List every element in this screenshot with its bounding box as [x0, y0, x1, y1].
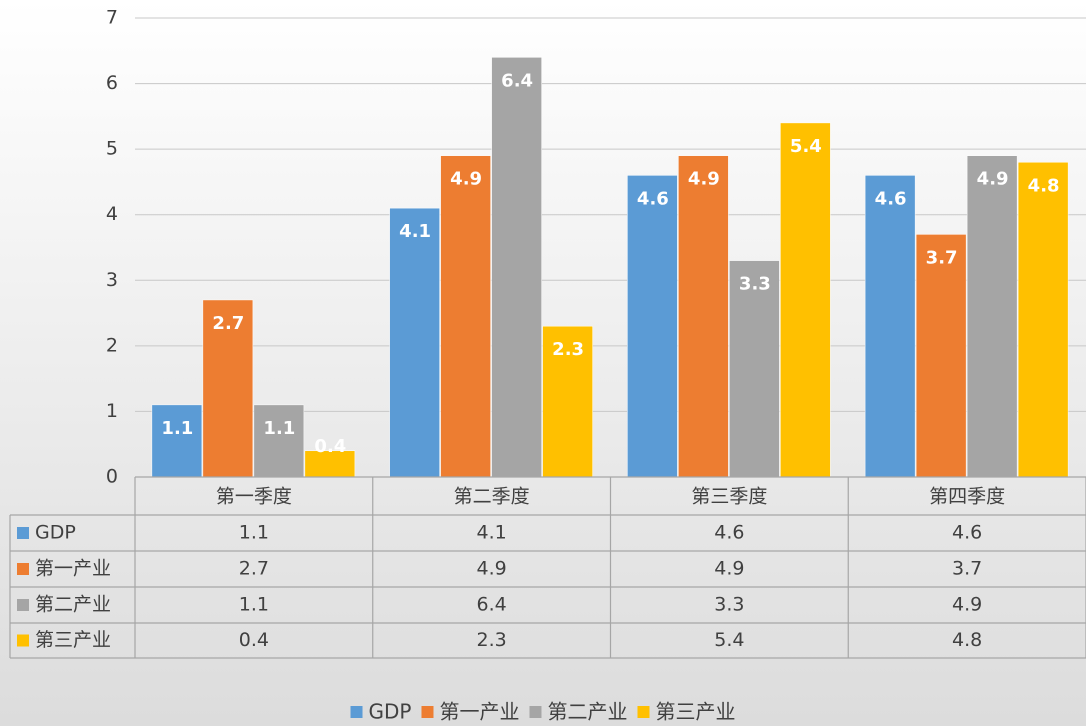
- table-legend-key: [17, 563, 29, 575]
- table-cell: 4.6: [714, 522, 744, 544]
- table-legend-key: [17, 599, 29, 611]
- table-cell: 4.6: [952, 522, 982, 544]
- table-legend-key: [17, 527, 29, 539]
- x-tick-label: 第四季度: [929, 486, 1005, 508]
- bar: [966, 155, 1018, 478]
- legend-label: 第二产业: [547, 700, 627, 724]
- data-label: 4.8: [1028, 175, 1060, 196]
- bar: [780, 122, 831, 478]
- data-label: 4.9: [688, 169, 720, 190]
- bar: [389, 207, 440, 478]
- table-cell: 6.4: [477, 594, 507, 616]
- bar: [915, 234, 967, 478]
- table-cell: 3.7: [952, 558, 982, 580]
- y-tick-label: 1: [106, 400, 118, 422]
- bar: [729, 260, 780, 478]
- y-tick-label: 4: [106, 203, 118, 225]
- y-tick-label: 6: [106, 72, 118, 94]
- table-cell: 4.8: [952, 629, 982, 651]
- table-row-label: GDP: [35, 522, 76, 544]
- table-cell: 1.1: [239, 594, 269, 616]
- table-cell: 4.9: [714, 558, 744, 580]
- bar: [678, 155, 729, 478]
- data-label: 4.6: [637, 188, 669, 209]
- data-label: 4.6: [875, 188, 907, 209]
- legend-label: 第一产业: [439, 700, 519, 724]
- bar: [491, 57, 542, 478]
- y-tick-label: 0: [106, 466, 118, 488]
- bar: [151, 404, 203, 478]
- table-cell: 0.4: [239, 629, 269, 651]
- table-cell: 5.4: [714, 629, 744, 651]
- data-label: 0.4: [314, 436, 346, 457]
- y-tick-label: 5: [106, 138, 118, 160]
- table-cell: 2.7: [239, 558, 269, 580]
- bar: [253, 404, 305, 478]
- x-tick-label: 第三季度: [691, 486, 767, 508]
- table-cell: 2.3: [477, 629, 507, 651]
- legend-key: [637, 706, 650, 718]
- data-label: 5.4: [790, 136, 822, 157]
- legend-key: [350, 706, 363, 718]
- data-label: 4.1: [399, 221, 431, 242]
- bar: [542, 325, 593, 478]
- data-label: 4.9: [977, 169, 1009, 190]
- bar: [1017, 162, 1069, 478]
- table-row-label: 第三产业: [35, 629, 111, 651]
- legend-label: 第三产业: [655, 700, 735, 724]
- legend-label: GDP: [369, 700, 412, 724]
- table-legend-key: [17, 634, 29, 647]
- bar: [440, 155, 491, 478]
- bar: [864, 175, 916, 478]
- bar: [627, 175, 678, 478]
- table-cell: 3.3: [714, 594, 744, 616]
- table-cell: 4.9: [477, 558, 507, 580]
- data-label: 3.7: [926, 247, 958, 268]
- table-cell: 1.1: [239, 522, 269, 544]
- data-label: 4.9: [450, 169, 482, 190]
- bar: [202, 299, 254, 478]
- y-tick-label: 3: [106, 269, 118, 291]
- y-tick-label: 7: [106, 7, 118, 29]
- y-tick-label: 2: [106, 334, 118, 356]
- table-cell: 4.1: [477, 522, 507, 544]
- bar: [304, 450, 356, 478]
- table-cell: 4.9: [952, 594, 982, 616]
- data-label: 6.4: [501, 70, 533, 91]
- data-label: 3.3: [739, 274, 771, 295]
- legend-key: [529, 706, 542, 718]
- data-label: 2.3: [552, 339, 584, 360]
- data-label: 1.1: [161, 418, 193, 439]
- table-row-label: 第一产业: [35, 558, 111, 580]
- data-label: 1.1: [263, 418, 295, 439]
- x-tick-label: 第二季度: [454, 486, 530, 508]
- x-tick-label: 第一季度: [216, 486, 292, 508]
- table-row-label: 第二产业: [35, 594, 111, 616]
- legend-key: [421, 706, 434, 718]
- data-label: 2.7: [212, 313, 244, 334]
